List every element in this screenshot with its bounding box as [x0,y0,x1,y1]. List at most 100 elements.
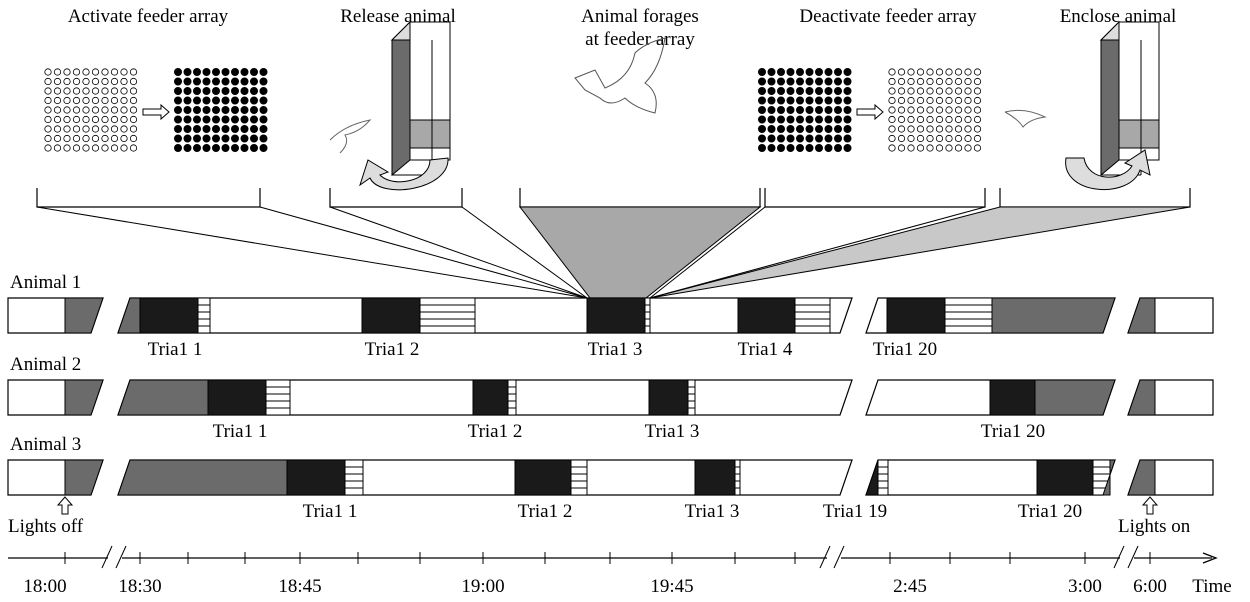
feeder-dot [926,144,934,152]
feeder-dot [786,115,795,124]
feeder-dot [211,125,220,134]
up-arrow [56,496,74,515]
feeder-dot [935,134,944,143]
feeder-dot [110,125,119,133]
feeder-dot [82,77,90,86]
feeder-dot [796,125,805,134]
feeder-dot [916,68,925,76]
feeder-dot [796,96,805,105]
feeder-dot [843,77,852,86]
feeder-dot [786,77,795,86]
feeder-dot [192,134,201,143]
feeder-dot [926,125,934,133]
feeder-dot [935,125,944,133]
trial-label: Tria1 20 [1018,501,1082,522]
feeder-dot [53,134,62,143]
feeder-dot [192,106,201,115]
trial-label: Tria1 3 [588,339,643,360]
feeder-dot [173,106,182,115]
feeder-dot [815,96,824,105]
feeder-dot [192,87,201,96]
stripe-block [944,297,993,334]
bracket [764,188,986,208]
feeder-dot [964,144,972,152]
feeder-dot [72,77,81,86]
timeline-arrowhead [1202,552,1218,564]
feeder-dot [897,96,906,105]
feeder-dot [786,68,795,77]
trial-label: Tria1 2 [365,339,420,360]
feeder-dot [954,68,963,76]
feeder-dot [211,134,220,143]
feeder-dot [964,125,972,133]
feeder-dot [44,96,52,105]
feeder-dot [120,106,128,114]
feeder-dot [824,106,833,115]
fan-line [259,206,588,299]
stripe-block [687,379,696,416]
trial-label: Tria1 1 [148,339,203,360]
feeder-dot [815,115,824,124]
feeder-dot [964,115,972,124]
feeder-dot [777,134,786,143]
feeder-dot [834,115,843,124]
bracket [999,188,1191,208]
feeder-dot [834,125,843,134]
feeder-dot [183,68,192,77]
feeder-dot [805,134,814,143]
feeder-dot [249,106,258,115]
feeder-dot [973,106,982,114]
feeder-dot [897,106,906,114]
feeder-dot [221,134,230,143]
feeder-dot [843,106,852,115]
feeder-dot [44,144,52,152]
feeder-dot [767,143,776,152]
feeder-dot [240,115,249,124]
feeder-dot [815,87,824,96]
feeder-dot [824,68,833,77]
feeder-dot [230,115,239,124]
feeder-dot [916,96,925,105]
feeder-dot [221,106,230,115]
feeder-dot [973,96,982,105]
feeder-dot [897,68,906,76]
feeder-dot [897,77,906,86]
feeder-dot [954,134,963,143]
trial-label: Tria1 3 [685,501,740,522]
trial-block [865,459,879,496]
feeder-dot [183,115,192,124]
feeder-dot [888,68,896,76]
feeder-dot [202,125,211,134]
feeder-dot [973,87,982,95]
feeder-dot [777,115,786,124]
dark-period [1034,379,1116,416]
feeder-dot [805,96,814,105]
trial-label: Tria1 1 [303,501,358,522]
feeder-dot [129,115,138,124]
feeder-dot [945,115,953,124]
feeder-dot [129,144,138,152]
feeder-dot [192,125,201,134]
time-label: 6:00 [1133,576,1167,597]
feeder-dot [815,125,824,134]
feeder-dot [63,106,71,114]
feeder-dot [53,87,62,95]
feeder-dot [945,144,953,152]
dark-period [64,379,104,416]
feeder-dot [888,87,896,95]
feeder-dot [796,87,805,96]
time-label: 18:30 [118,576,161,597]
feeder-dot [834,143,843,152]
feeder-dot [916,144,925,152]
feeder-dot [824,77,833,86]
feeder-dot [63,68,71,76]
feeder-dot [796,115,805,124]
trial-block [286,459,346,496]
feeder-dot [221,87,230,96]
feeder-dot [202,134,211,143]
trial-block [139,297,199,334]
feeder-dot [221,68,230,77]
feeder-dot [815,68,824,77]
feeder-dot [240,125,249,134]
feeder-dot [935,106,944,114]
